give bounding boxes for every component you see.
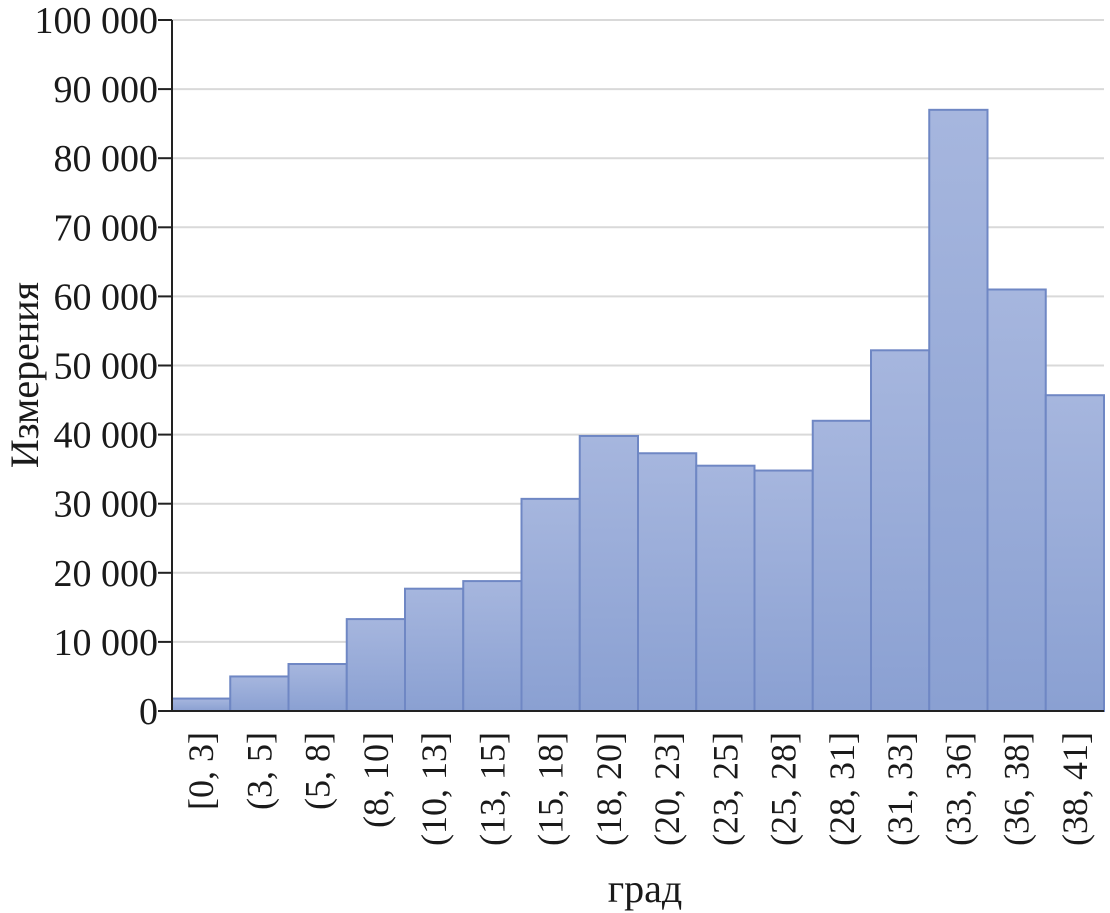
x-tick-label: (13, 15] (472, 732, 512, 846)
y-tick-label: 10 000 (54, 622, 159, 664)
bar (520, 497, 581, 712)
x-tick-label: (25, 28] (764, 732, 804, 846)
bar (1044, 394, 1105, 712)
bar (287, 663, 348, 713)
bar (695, 464, 756, 712)
bar (345, 618, 406, 712)
y-tick-label: 20 000 (54, 553, 159, 595)
x-tick-label: (38, 41] (1055, 732, 1095, 846)
bar (404, 587, 465, 712)
x-tick-label: (31, 33] (880, 732, 920, 846)
x-tick-label: (20, 23] (647, 732, 687, 846)
x-tick-label: (15, 18] (531, 732, 571, 846)
bar (753, 469, 814, 713)
x-tick-label: (23, 25] (705, 732, 745, 846)
x-tick-label: (5, 8] (298, 732, 338, 810)
bars (171, 108, 1105, 713)
bar (811, 419, 872, 712)
x-tick-label: (33, 36] (938, 732, 978, 846)
y-tick-labels: 0 10 000 20 000 30 000 40 000 50 000 60 000 70 … (35, 0, 159, 733)
y-axis-title: Измерения (2, 282, 47, 468)
y-tick-label: 90 000 (54, 69, 159, 111)
x-tick-label: (28, 31] (822, 732, 862, 846)
x-tick-label: (8, 10] (356, 732, 396, 828)
y-tick-label: 30 000 (54, 484, 159, 526)
y-tick-label: 100 000 (35, 0, 159, 42)
bar (462, 580, 523, 712)
y-tick-label: 60 000 (54, 276, 159, 318)
x-tick-labels: [0, 3] (3, 5] (5, 8] (8, 10] (10, 13] (13, 15… (181, 732, 1095, 846)
x-tick-label: (36, 38] (997, 732, 1037, 846)
y-tick-label: 70 000 (54, 207, 159, 249)
x-axis-title: град (608, 866, 683, 911)
grid (172, 19, 1104, 643)
bar (928, 108, 989, 712)
bar (986, 288, 1047, 712)
bar (637, 452, 698, 712)
x-tick-label: (3, 5] (239, 732, 279, 810)
y-tick-label: 80 000 (54, 138, 159, 180)
axes (158, 19, 1104, 712)
x-tick-label: (18, 20] (589, 732, 629, 846)
y-tick-label: 50 000 (54, 346, 159, 388)
bar (229, 675, 290, 713)
bar (578, 434, 639, 712)
bar (171, 697, 232, 713)
x-tick-label: (10, 13] (414, 732, 454, 846)
y-tick-label: 40 000 (54, 415, 159, 457)
y-tick-label: 0 (139, 691, 158, 733)
bar (870, 349, 931, 712)
x-tick-label: [0, 3] (181, 732, 221, 810)
